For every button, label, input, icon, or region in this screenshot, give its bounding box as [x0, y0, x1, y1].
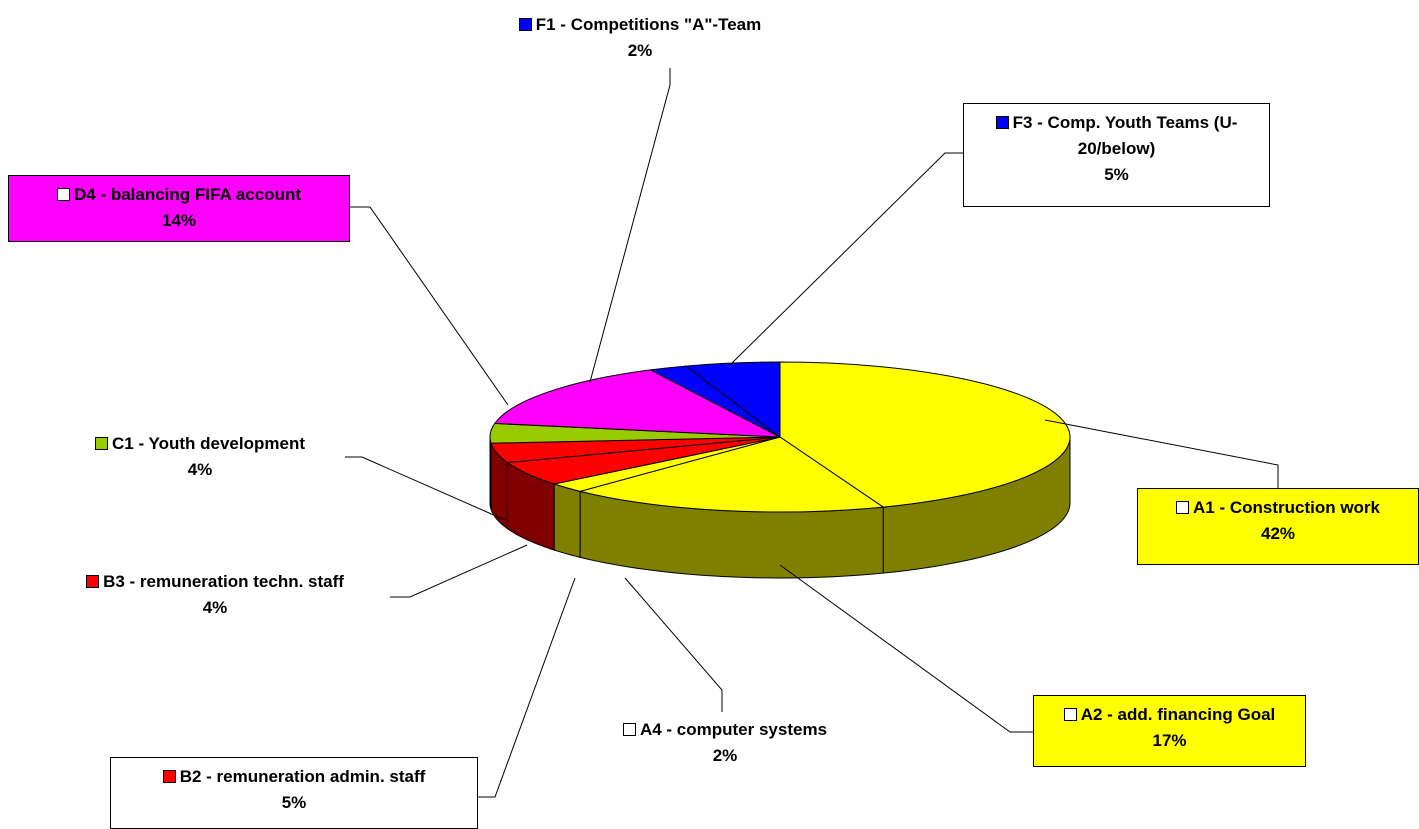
label-name: D4 - balancing FIFA account	[73, 185, 301, 204]
label-value: 4%	[202, 598, 228, 617]
label-name: C1 - Youth development	[111, 434, 305, 453]
data-label: A4 - computer systems 2%	[580, 711, 870, 775]
legend-key	[1175, 501, 1189, 514]
leader-line	[729, 152, 963, 366]
label-name: B3 - remuneration techn. staff	[103, 572, 344, 591]
data-label: F3 - Comp. Youth Teams (U-20/below) 5%	[963, 103, 1270, 207]
label-value: 5%	[1104, 165, 1129, 184]
legend-key	[56, 188, 70, 201]
pie-side	[489, 436, 492, 510]
label-value: 42%	[1260, 524, 1296, 543]
leader-line	[345, 456, 506, 521]
leader-line	[350, 206, 509, 406]
label-value: 2%	[627, 41, 653, 60]
data-label: F1 - Competitions "A"-Team 2%	[460, 6, 820, 70]
legend-key	[162, 770, 176, 783]
data-label: B3 - remuneration techn. staff 4%	[30, 563, 400, 627]
label-name: A1 - Construction work	[1192, 498, 1380, 517]
legend-key	[94, 437, 108, 450]
data-label: A1 - Construction work 42%	[1137, 488, 1419, 565]
data-label: C1 - Youth development 4%	[40, 425, 360, 489]
data-label: A2 - add. financing Goal 17%	[1033, 695, 1306, 767]
label-name: F1 - Competitions "A"-Team	[535, 15, 762, 34]
leader-line	[589, 68, 671, 383]
leader-line	[779, 564, 1033, 733]
legend-key	[86, 575, 100, 588]
leader-line	[1044, 419, 1279, 488]
label-value: 2%	[712, 746, 738, 765]
legend-key	[995, 116, 1009, 129]
label-value: 14%	[161, 211, 197, 230]
leader-line	[624, 577, 723, 712]
data-label: D4 - balancing FIFA account 14%	[8, 175, 350, 242]
label-value: 17%	[1152, 731, 1187, 750]
leader-line	[390, 544, 528, 598]
label-value: 5%	[281, 793, 307, 812]
label-name: A4 - computer systems	[639, 720, 828, 739]
pie-side	[553, 483, 581, 558]
legend-key	[1063, 708, 1077, 721]
pie-slice	[493, 369, 781, 438]
label-name: A2 - add. financing Goal	[1080, 705, 1276, 724]
legend-key	[518, 18, 532, 31]
leader-line	[478, 577, 576, 798]
legend-key	[622, 723, 636, 736]
label-name: F3 - Comp. Youth Teams (U-20/below)	[1012, 113, 1238, 158]
data-label: B2 - remuneration admin. staff 5%	[110, 757, 478, 829]
label-name: B2 - remuneration admin. staff	[179, 767, 426, 786]
label-value: 4%	[187, 460, 213, 479]
pie-slice	[578, 436, 885, 513]
